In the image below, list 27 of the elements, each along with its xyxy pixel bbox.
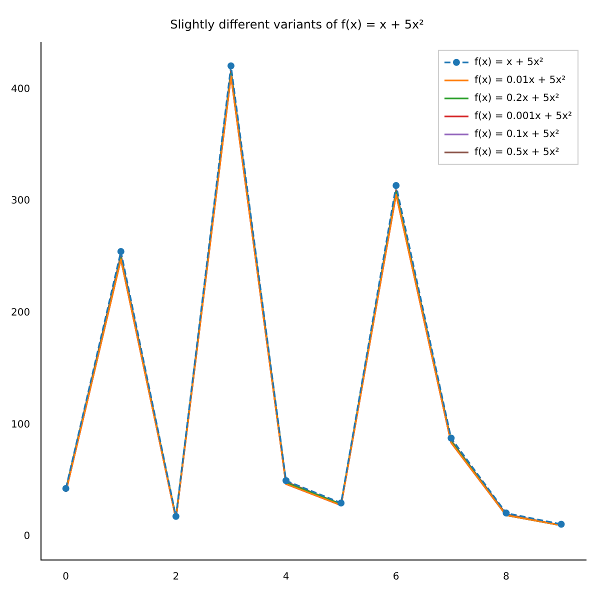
point [227,62,234,70]
point [392,182,400,189]
legend-label: f(x) = 0.001x + 5x² [474,110,572,122]
point [558,520,565,528]
legend-label: f(x) = 0.2x + 5x² [474,92,560,104]
point [62,484,70,492]
legend-label: f(x) = 0.01x + 5x² [474,74,566,86]
y-tick-label: 400 [10,84,30,95]
legend-label: f(x) = x + 5x² [474,56,544,68]
y-tick-label: 300 [10,196,30,207]
legend-label: f(x) = 0.1x + 5x² [474,128,560,140]
chart-title: Slightly different variants of f(x) = x + 5x² [170,17,424,32]
y-tick-label: 200 [10,308,30,319]
point [338,499,345,506]
y-tick-label: 0 [24,531,30,542]
x-tick-label: 6 [392,572,400,583]
y-tick-label: 100 [10,419,30,430]
point [448,434,455,442]
x-tick-label: 4 [282,572,290,583]
point [117,248,124,255]
legend-label: f(x) = 0.5x + 5x² [474,146,560,158]
x-tick-label: 0 [62,572,70,583]
x-tick-label: 2 [172,572,180,583]
point [502,510,510,517]
point [172,512,180,520]
x-tick-label: 8 [503,572,510,583]
point [282,477,290,484]
